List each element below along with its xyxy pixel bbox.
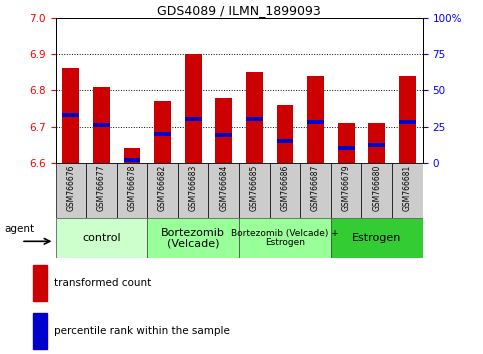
Text: GSM766681: GSM766681	[403, 165, 412, 211]
Bar	[33, 265, 47, 301]
Text: GSM766679: GSM766679	[341, 165, 351, 211]
Text: GSM766687: GSM766687	[311, 165, 320, 211]
Bar	[215, 98, 232, 163]
Bar	[277, 139, 293, 143]
Bar	[246, 72, 263, 163]
Bar	[124, 158, 141, 162]
Bar	[185, 54, 201, 163]
Text: GSM766677: GSM766677	[97, 165, 106, 211]
Bar	[277, 105, 293, 163]
Bar	[331, 163, 361, 218]
Bar	[56, 163, 86, 218]
Text: GSM766685: GSM766685	[250, 165, 259, 211]
Bar	[399, 76, 416, 163]
Bar	[215, 133, 232, 137]
Bar	[117, 163, 147, 218]
Bar	[331, 218, 423, 258]
Text: GSM766680: GSM766680	[372, 165, 381, 211]
Bar	[209, 163, 239, 218]
Bar	[86, 163, 117, 218]
Bar	[147, 163, 178, 218]
Text: transformed count: transformed count	[54, 278, 151, 288]
Bar	[185, 117, 201, 121]
Bar	[246, 117, 263, 121]
Text: GSM766682: GSM766682	[158, 165, 167, 211]
Text: GSM766683: GSM766683	[189, 165, 198, 211]
Bar	[93, 87, 110, 163]
Text: agent: agent	[4, 224, 35, 234]
Bar	[369, 143, 385, 147]
Text: percentile rank within the sample: percentile rank within the sample	[54, 326, 229, 336]
Bar	[154, 101, 171, 163]
Text: Bortezomib
(Velcade): Bortezomib (Velcade)	[161, 228, 225, 249]
Bar	[307, 76, 324, 163]
Bar	[338, 123, 355, 163]
Bar	[62, 113, 79, 117]
Text: GSM766686: GSM766686	[281, 165, 289, 211]
Bar	[399, 120, 416, 124]
Text: Estrogen: Estrogen	[352, 233, 401, 243]
Bar	[239, 163, 270, 218]
Text: GSM766684: GSM766684	[219, 165, 228, 211]
Bar	[178, 163, 209, 218]
Bar	[270, 163, 300, 218]
Bar	[56, 218, 147, 258]
Bar	[147, 218, 239, 258]
Bar	[307, 120, 324, 124]
Bar	[338, 146, 355, 150]
Bar	[33, 313, 47, 349]
Bar	[93, 123, 110, 127]
Bar	[62, 69, 79, 163]
Bar	[369, 123, 385, 163]
Text: GSM766676: GSM766676	[66, 165, 75, 211]
Bar	[300, 163, 331, 218]
Bar	[154, 132, 171, 136]
Bar	[239, 218, 331, 258]
Text: GSM766678: GSM766678	[128, 165, 137, 211]
Bar	[124, 148, 141, 163]
Text: control: control	[82, 233, 121, 243]
Bar	[361, 163, 392, 218]
Title: GDS4089 / ILMN_1899093: GDS4089 / ILMN_1899093	[157, 4, 321, 17]
Text: Bortezomib (Velcade) +
Estrogen: Bortezomib (Velcade) + Estrogen	[231, 229, 339, 247]
Bar	[392, 163, 423, 218]
